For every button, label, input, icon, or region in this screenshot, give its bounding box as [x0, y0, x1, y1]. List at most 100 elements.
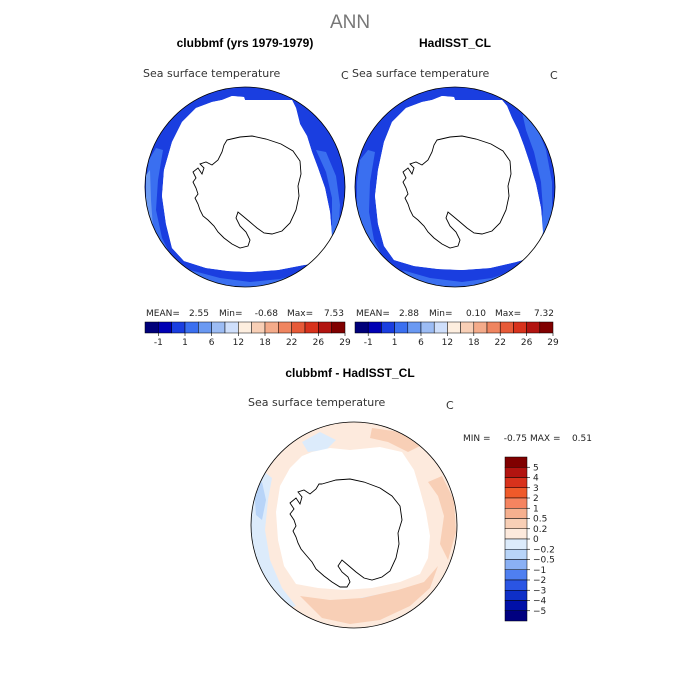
colorbar-tick-label: 0.2 [533, 525, 547, 535]
colorbar-tick-label: 6 [209, 338, 215, 348]
colorbar-swatch [504, 579, 528, 591]
colorbar-swatch [318, 321, 332, 334]
sst-band-western-light [146, 170, 153, 228]
colorbar-swatch [504, 590, 528, 601]
colorbar-tick-label: 1 [392, 338, 398, 348]
max-value: 7.32 [534, 309, 554, 319]
max-label: Max= [495, 309, 521, 319]
colorbar-swatch [504, 559, 528, 570]
colorbar-swatch [278, 321, 292, 334]
colorbar-tick-label: −0.2 [533, 545, 555, 555]
max-value: 7.53 [324, 309, 344, 319]
antarctica-coastline [289, 478, 403, 588]
sea-ice-region [276, 447, 430, 590]
colorbar-tick-label: 6 [418, 338, 424, 348]
colorbar-swatch [420, 321, 435, 334]
colorbar-tick-label: 22 [286, 338, 297, 348]
colorbar-swatch [499, 321, 514, 334]
colorbar-swatch [504, 600, 528, 611]
colorbar-swatch [264, 321, 279, 334]
colorbar-swatch [504, 518, 528, 529]
map-difference [251, 422, 457, 628]
anomaly-negative-north [302, 432, 336, 452]
main-title: ANN [330, 12, 370, 33]
map-model [145, 87, 345, 287]
colorbar-swatch [291, 321, 306, 334]
colorbar-swatch [504, 528, 528, 540]
field-label: Sea surface temperature [248, 396, 386, 409]
colorbar-tick-label: -1 [154, 338, 163, 348]
colorbar-swatch [504, 610, 528, 622]
panel-observed: HadISST_CL Sea surface temperature C MEA… [352, 36, 559, 348]
stats-row: MIN = -0.75 MAX = 0.51 [463, 434, 592, 444]
colorbar-swatch [504, 508, 528, 519]
antarctica-coastline [402, 135, 512, 249]
colorbar-swatch [144, 321, 159, 334]
colorbar-swatch [504, 477, 528, 488]
sst-band-eastern [522, 112, 552, 248]
anomaly-positive-east [428, 476, 456, 560]
colorbar-tick-label: 26 [313, 338, 325, 348]
colorbar-tick-label: −1 [533, 566, 546, 576]
colorbar-swatch [513, 321, 527, 334]
panel-difference: clubbmf - HadISST_CL Sea surface tempera… [248, 366, 592, 629]
colorbar-swatch [198, 321, 212, 334]
colorbar-tick-label: −0.5 [533, 556, 555, 566]
colorbar-tick-label: 12 [442, 338, 453, 348]
colorbar-swatch [407, 321, 422, 334]
colorbar-swatch [486, 321, 501, 334]
colorbar-swatch [504, 467, 528, 478]
colorbar-tick-label: 3 [533, 484, 539, 494]
colorbar-tick-label: 18 [259, 338, 271, 348]
colorbar-tick-label: 0.5 [533, 515, 547, 525]
stats-row: MEAN= 2.55 Min= -0.68 Max= 7.53 [146, 309, 344, 319]
units-label: C [341, 69, 349, 82]
colorbar-tick-label: 18 [468, 338, 480, 348]
field-label: Sea surface temperature [143, 67, 281, 80]
colorbar-swatch [381, 321, 395, 334]
colorbar-swatch [331, 321, 346, 334]
mean-value: 2.88 [399, 309, 419, 319]
colorbar-swatch [460, 321, 475, 334]
colorbar-swatch [171, 321, 186, 334]
max-label: MAX = [530, 434, 561, 444]
colorbar-swatch [539, 321, 554, 334]
map-border [354, 86, 556, 288]
colorbar-swatch [504, 456, 528, 468]
min-value: -0.75 [504, 434, 527, 444]
sst-band-eastern [316, 150, 340, 258]
colorbar-swatch [354, 321, 369, 334]
mean-label: MEAN= [356, 309, 390, 319]
colorbar: -1 1 6 12 18 22 26 29 [354, 321, 559, 348]
anomaly-positive-south [300, 566, 438, 624]
colorbar-swatch [367, 321, 382, 334]
min-label: Min= [219, 309, 243, 319]
units-label: C [550, 69, 558, 82]
colorbar-swatch [504, 538, 528, 550]
colorbar-swatch [433, 321, 448, 334]
min-value: -0.68 [255, 309, 279, 319]
colorbar-tick-label: 12 [233, 338, 244, 348]
colorbar-tick-label: 29 [339, 338, 351, 348]
panel-model: clubbmf (yrs 1979-1979) Sea surface temp… [143, 36, 351, 348]
colorbar-tick-label: -1 [364, 338, 373, 348]
mean-label: MEAN= [146, 309, 180, 319]
colorbar-tick-label: 22 [494, 338, 505, 348]
colorbar-swatch [224, 321, 239, 334]
colorbar-tick-label: 1 [533, 504, 539, 514]
colorbar-tick-label: 4 [533, 474, 539, 484]
panel-title: clubbmf - HadISST_CL [285, 366, 414, 380]
colorbar-tick-label: 26 [521, 338, 533, 348]
antarctica-coastline [192, 135, 302, 249]
colorbar-swatch [158, 321, 172, 334]
colorbar-swatch [184, 321, 199, 334]
min-value: 0.10 [466, 309, 486, 319]
stats-row: MEAN= 2.88 Min= 0.10 Max= 7.32 [356, 309, 554, 319]
colorbar-swatch [504, 487, 528, 499]
panel-title: HadISST_CL [419, 36, 491, 50]
colorbar-tick-label: 1 [182, 338, 188, 348]
colorbar-swatch [504, 549, 528, 560]
mean-value: 2.55 [189, 309, 209, 319]
